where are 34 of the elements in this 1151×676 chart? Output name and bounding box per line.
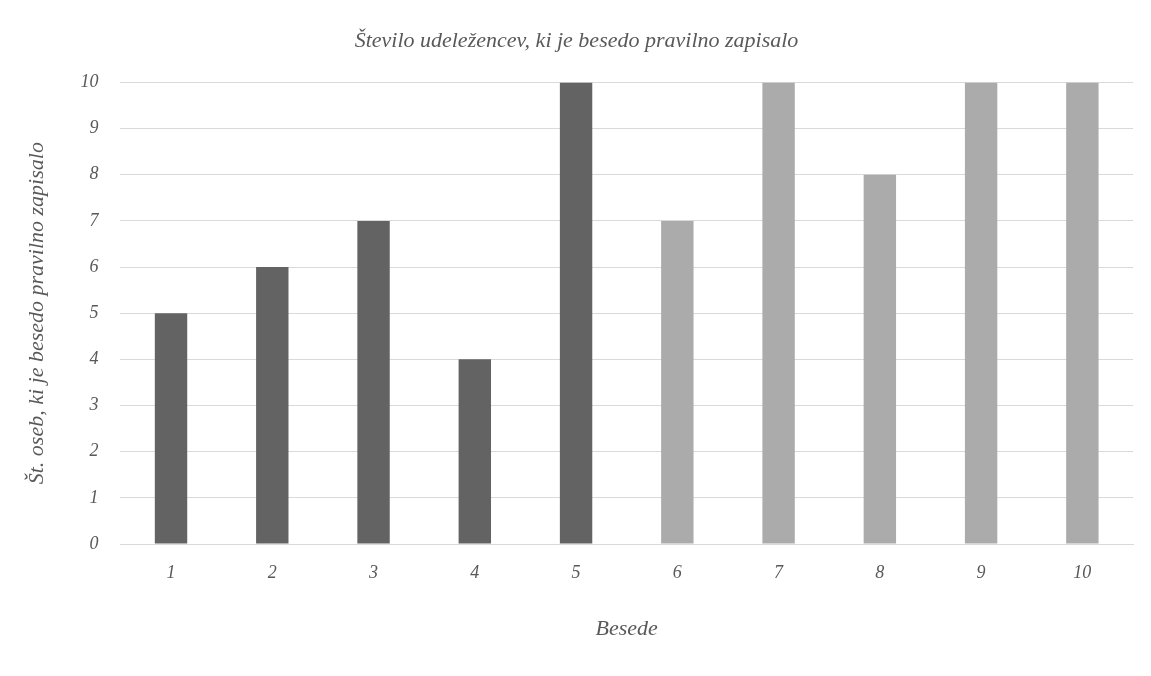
bar bbox=[559, 82, 593, 544]
bar bbox=[256, 267, 289, 544]
y-tick-label: 5 bbox=[89, 301, 99, 322]
x-tick-label: 6 bbox=[672, 561, 682, 582]
x-tick-label: 9 bbox=[976, 561, 986, 582]
bar bbox=[458, 359, 492, 544]
x-axis-title: Besede bbox=[595, 614, 659, 640]
y-tick-label: 4 bbox=[89, 348, 99, 369]
x-tick-label: 8 bbox=[875, 561, 885, 582]
x-tick-label: 4 bbox=[470, 561, 480, 582]
bar bbox=[357, 220, 390, 544]
bar bbox=[661, 220, 694, 544]
x-tick-label: 7 bbox=[774, 561, 785, 582]
bar bbox=[1066, 82, 1099, 544]
x-tick-label: 2 bbox=[267, 561, 277, 582]
bar bbox=[154, 313, 188, 544]
x-tick-label: 10 bbox=[1073, 561, 1092, 582]
y-tick-label: 6 bbox=[89, 255, 99, 276]
bar bbox=[863, 174, 897, 544]
y-tick-label: 8 bbox=[89, 163, 99, 184]
x-tick-label: 5 bbox=[571, 561, 581, 582]
y-tick-label: 3 bbox=[88, 394, 99, 415]
x-tick-label: 3 bbox=[368, 561, 379, 582]
y-tick-label: 0 bbox=[89, 532, 99, 553]
x-tick-label: 1 bbox=[166, 561, 176, 582]
y-tick-label: 1 bbox=[89, 486, 99, 507]
y-tick-label: 9 bbox=[89, 117, 99, 138]
bar bbox=[964, 82, 998, 544]
chart-title: Število udeležencev, ki je besedo pravilno zapisalo bbox=[354, 26, 799, 52]
y-tick-label: 2 bbox=[89, 440, 99, 461]
bar bbox=[762, 82, 795, 544]
y-tick-label: 7 bbox=[89, 209, 100, 230]
y-tick-label: 10 bbox=[80, 71, 99, 92]
y-axis-title: Št. oseb, ki je besedo pravilno zapisalo bbox=[22, 142, 48, 485]
